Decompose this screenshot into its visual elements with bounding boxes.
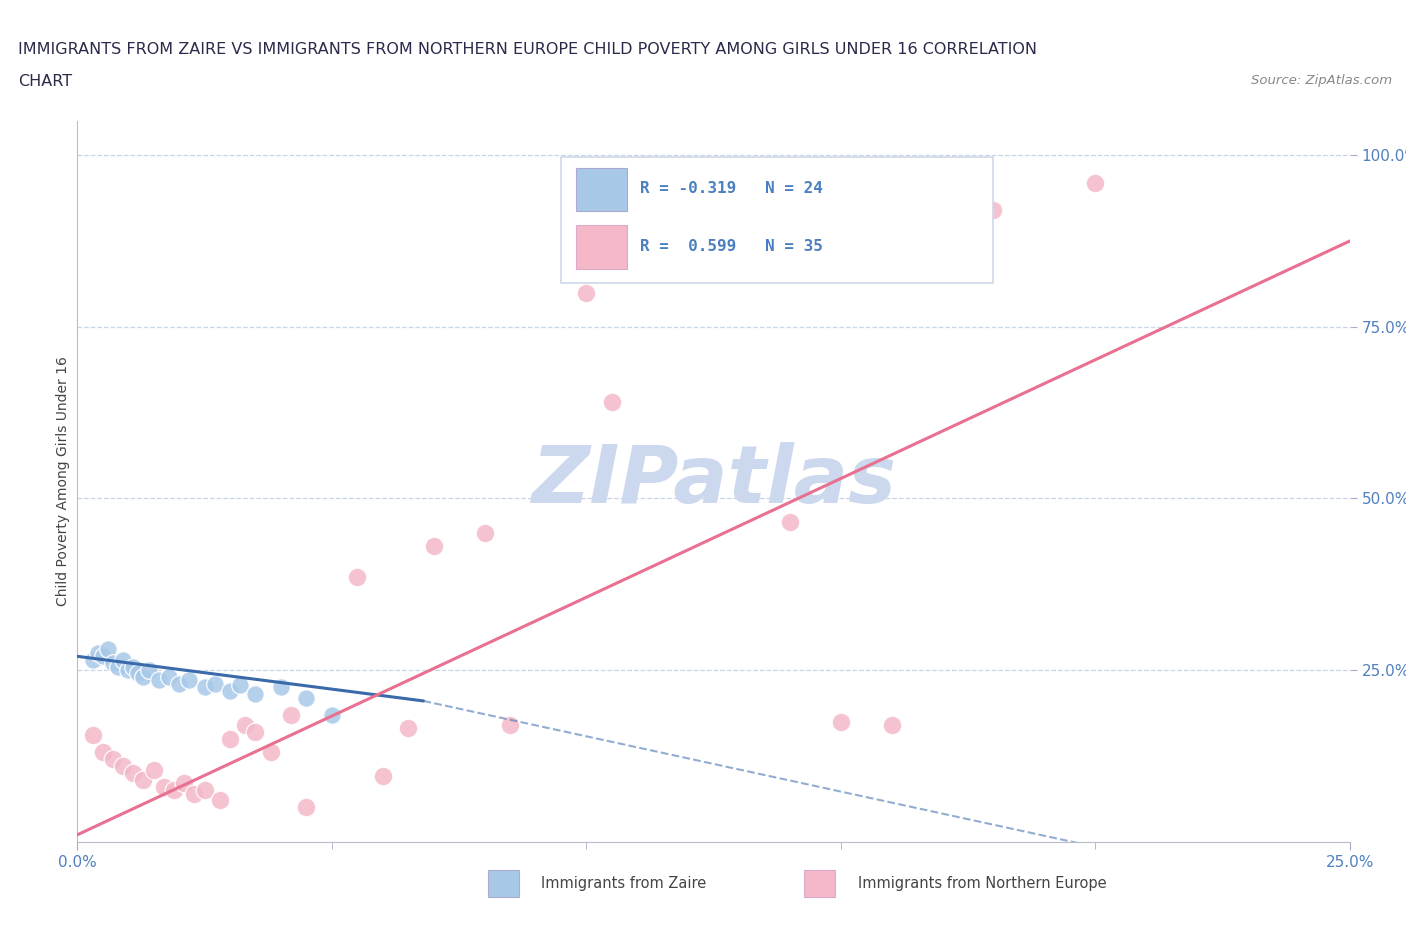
- Point: [138, 662, 160, 677]
- Point: [600, 395, 623, 410]
- Point: [173, 776, 195, 790]
- Point: [295, 800, 318, 815]
- Point: [371, 769, 394, 784]
- Point: [245, 686, 267, 701]
- Point: [132, 670, 155, 684]
- Point: [1084, 175, 1107, 190]
- Point: [194, 680, 217, 695]
- Point: [931, 186, 953, 201]
- Point: [112, 759, 135, 774]
- Point: [233, 718, 256, 733]
- Point: [754, 237, 776, 252]
- Point: [321, 707, 343, 722]
- Point: [219, 731, 242, 746]
- Point: [82, 728, 104, 743]
- Point: [148, 673, 170, 688]
- Point: [86, 645, 108, 660]
- Point: [499, 718, 522, 733]
- Point: [153, 779, 176, 794]
- Text: CHART: CHART: [18, 74, 72, 89]
- Point: [82, 652, 104, 667]
- Point: [280, 707, 302, 722]
- Point: [676, 251, 699, 266]
- Point: [101, 656, 124, 671]
- Point: [295, 690, 318, 705]
- Point: [97, 642, 120, 657]
- Point: [122, 659, 145, 674]
- Point: [208, 793, 231, 808]
- Point: [346, 570, 368, 585]
- Text: Source: ZipAtlas.com: Source: ZipAtlas.com: [1251, 74, 1392, 87]
- Point: [219, 684, 242, 698]
- Point: [132, 773, 155, 788]
- Point: [270, 680, 292, 695]
- Point: [204, 676, 226, 691]
- Bar: [576, 167, 627, 211]
- Text: IMMIGRANTS FROM ZAIRE VS IMMIGRANTS FROM NORTHERN EUROPE CHILD POVERTY AMONG GIR: IMMIGRANTS FROM ZAIRE VS IMMIGRANTS FROM…: [18, 42, 1038, 57]
- Point: [474, 525, 496, 540]
- Point: [183, 786, 205, 801]
- Y-axis label: Child Poverty Among Girls Under 16: Child Poverty Among Girls Under 16: [56, 356, 70, 606]
- Point: [167, 676, 190, 691]
- Point: [91, 745, 114, 760]
- Point: [194, 783, 217, 798]
- Point: [779, 515, 801, 530]
- Text: Immigrants from Zaire: Immigrants from Zaire: [541, 876, 707, 891]
- Point: [396, 721, 419, 736]
- Point: [91, 649, 114, 664]
- Point: [112, 652, 135, 667]
- Point: [101, 751, 124, 766]
- Point: [142, 763, 165, 777]
- Bar: [576, 225, 627, 269]
- Point: [575, 286, 598, 300]
- Point: [117, 662, 139, 677]
- Point: [107, 659, 129, 674]
- Point: [245, 724, 267, 739]
- Point: [880, 718, 903, 733]
- Text: ZIPatlas: ZIPatlas: [531, 443, 896, 520]
- Point: [157, 670, 180, 684]
- Text: R = -0.319   N = 24: R = -0.319 N = 24: [640, 181, 823, 196]
- Point: [260, 745, 283, 760]
- Text: Immigrants from Northern Europe: Immigrants from Northern Europe: [858, 876, 1107, 891]
- FancyBboxPatch shape: [561, 157, 994, 283]
- Point: [163, 783, 186, 798]
- Text: R =  0.599   N = 35: R = 0.599 N = 35: [640, 239, 823, 254]
- Point: [127, 666, 149, 681]
- Point: [179, 673, 201, 688]
- Point: [229, 678, 252, 693]
- Point: [122, 765, 145, 780]
- Point: [830, 714, 852, 729]
- Point: [422, 539, 444, 554]
- Point: [983, 203, 1005, 218]
